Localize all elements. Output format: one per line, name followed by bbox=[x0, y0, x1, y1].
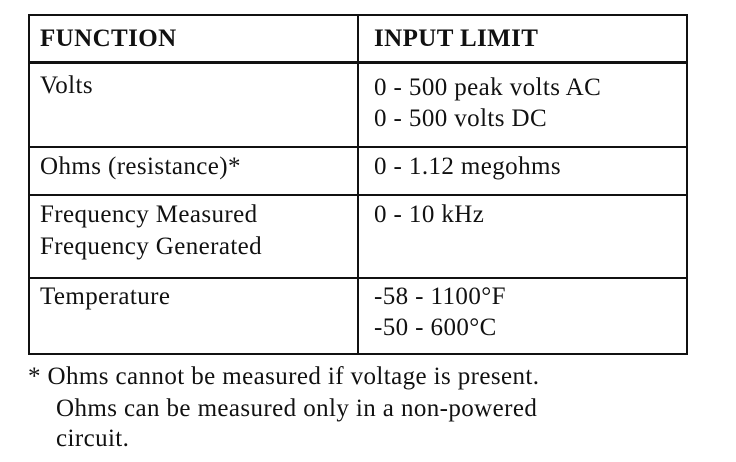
cell-text: Volts bbox=[40, 72, 93, 99]
footnote: Ohms can be measured only in a non-power… bbox=[56, 395, 538, 422]
header-cell: INPUT LIMIT bbox=[374, 25, 539, 52]
border bbox=[357, 14, 359, 355]
footnote: * Ohms cannot be measured if voltage is … bbox=[28, 363, 540, 390]
cell-text: 0 - 1.12 megohms bbox=[374, 153, 561, 180]
header-cell: FUNCTION bbox=[40, 25, 177, 52]
cell-text: Ohms (resistance)* bbox=[40, 153, 241, 180]
cell-text: Frequency Measured bbox=[40, 201, 258, 228]
cell-text: -50 - 600°C bbox=[374, 314, 497, 341]
border bbox=[28, 14, 30, 355]
cell-text: Temperature bbox=[40, 283, 171, 310]
cell-text: 0 - 10 kHz bbox=[374, 201, 485, 228]
cell-text: -58 - 1100°F bbox=[374, 283, 506, 310]
border bbox=[686, 14, 688, 355]
cell-text: 0 - 500 peak volts AC bbox=[374, 74, 602, 101]
footnote: circuit. bbox=[56, 425, 130, 452]
cell-text: 0 - 500 volts DC bbox=[374, 105, 548, 132]
cell-text: Frequency Generated bbox=[40, 233, 263, 260]
